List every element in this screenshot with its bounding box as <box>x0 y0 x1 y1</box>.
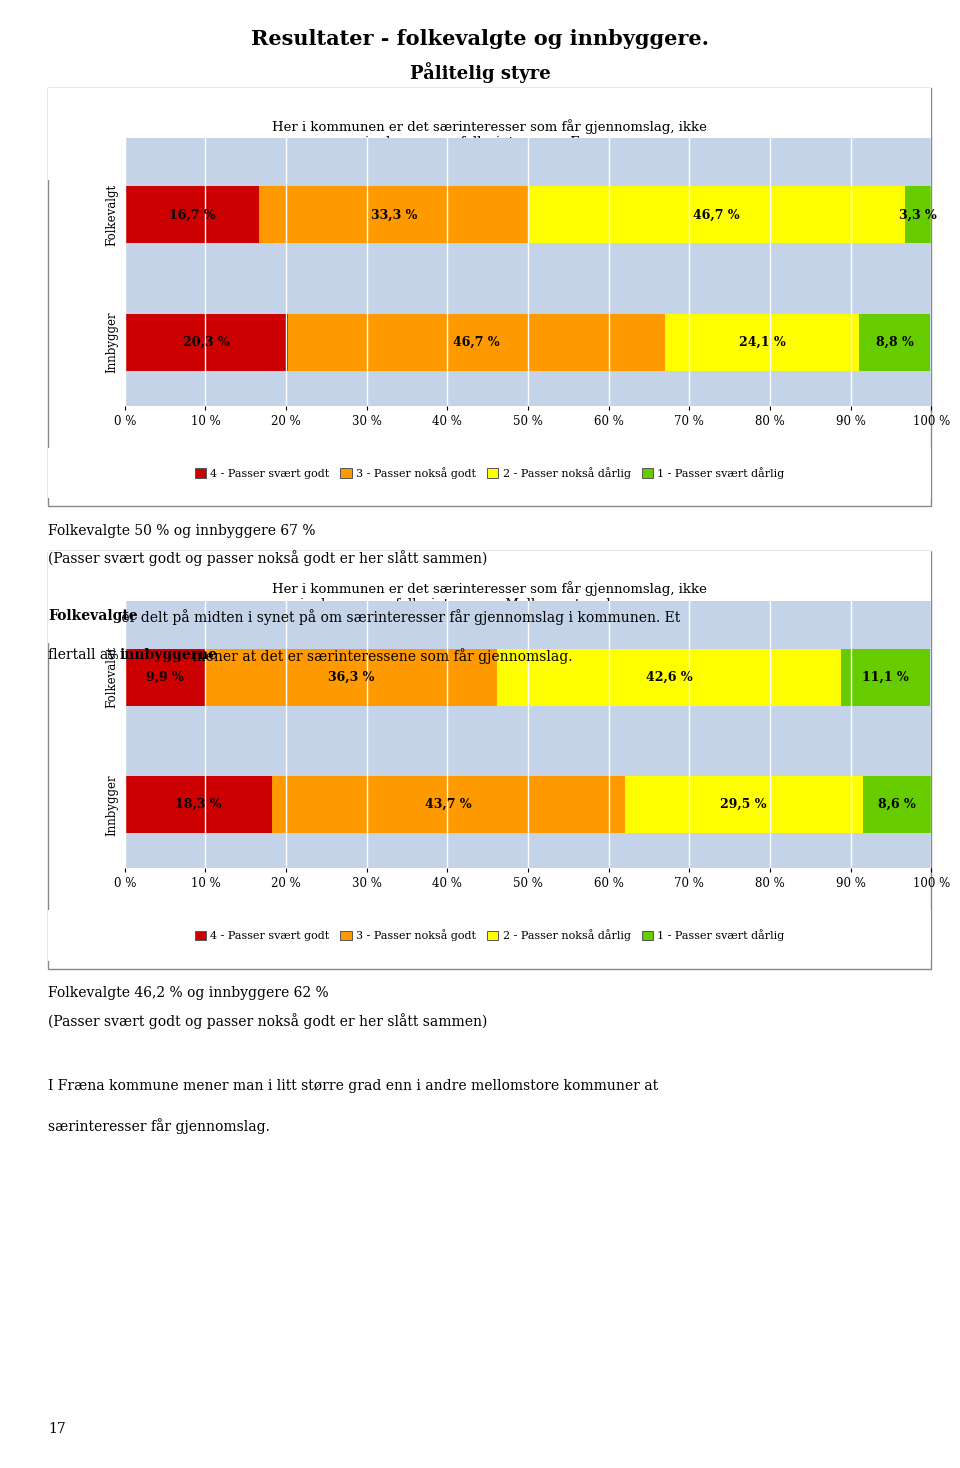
Text: 46,7 %: 46,7 % <box>693 208 739 222</box>
Bar <box>904 186 931 244</box>
Text: 9,9 %: 9,9 % <box>146 671 183 684</box>
Text: Her i kommunen er det særinteresser som får gjennomslag, ikke
innbyggernes felle: Her i kommunen er det særinteresser som … <box>273 581 707 612</box>
Text: 43,7 %: 43,7 % <box>425 799 472 812</box>
Text: 20,3 %: 20,3 % <box>183 336 230 349</box>
Text: 33,3 %: 33,3 % <box>371 208 417 222</box>
Text: flertall av: flertall av <box>48 649 121 662</box>
Bar <box>859 314 930 371</box>
Bar <box>125 186 259 244</box>
Text: 3,3 %: 3,3 % <box>899 208 937 222</box>
Bar <box>625 777 863 834</box>
Text: 36,3 %: 36,3 % <box>327 671 374 684</box>
Legend: 4 - Passer svært godt, 3 - Passer nokså godt, 2 - Passer nokså dårlig, 1 - Passe: 4 - Passer svært godt, 3 - Passer nokså … <box>190 925 789 945</box>
Text: særinteresser får gjennomslag.: særinteresser får gjennomslag. <box>48 1119 270 1135</box>
Text: mener at det er særinteressene som får gjennomslag.: mener at det er særinteressene som får g… <box>188 649 573 664</box>
Text: 46,7 %: 46,7 % <box>453 336 500 349</box>
Text: 11,1 %: 11,1 % <box>862 671 909 684</box>
Text: Resultater - folkevalgte og innbyggere.: Resultater - folkevalgte og innbyggere. <box>251 29 709 50</box>
Bar <box>259 186 528 244</box>
Text: 29,5 %: 29,5 % <box>720 799 767 812</box>
Text: 18,3 %: 18,3 % <box>176 799 222 812</box>
Text: I Fræna kommune mener man i litt større grad enn i andre mellomstore kommuner at: I Fræna kommune mener man i litt større … <box>48 1079 659 1094</box>
Text: 8,8 %: 8,8 % <box>876 336 914 349</box>
Text: Folkevalgte 50 % og innbyggere 67 %: Folkevalgte 50 % og innbyggere 67 % <box>48 524 316 539</box>
Text: 17: 17 <box>48 1421 65 1436</box>
Text: Folkevalgte 46,2 % og innbyggere 62 %: Folkevalgte 46,2 % og innbyggere 62 % <box>48 986 328 1001</box>
Text: 42,6 %: 42,6 % <box>646 671 692 684</box>
Text: Pålitelig styre: Pålitelig styre <box>410 62 550 82</box>
Bar <box>841 649 930 706</box>
Bar <box>125 314 289 371</box>
Bar <box>863 777 932 834</box>
Text: Her i kommunen er det særinteresser som får gjennomslag, ikke
innbyggernes felle: Her i kommunen er det særinteresser som … <box>273 119 707 150</box>
Text: 16,7 %: 16,7 % <box>169 208 215 222</box>
Bar <box>273 777 625 834</box>
Bar <box>125 649 204 706</box>
Text: Folkevalgte: Folkevalgte <box>48 609 137 622</box>
Text: (Passer svært godt og passer nokså godt er her slått sammen): (Passer svært godt og passer nokså godt … <box>48 1013 488 1029</box>
Text: 24,1 %: 24,1 % <box>739 336 785 349</box>
Bar <box>289 314 665 371</box>
Text: 8,6 %: 8,6 % <box>878 799 916 812</box>
Bar <box>665 314 859 371</box>
Text: (Passer svært godt og passer nokså godt er her slått sammen): (Passer svært godt og passer nokså godt … <box>48 550 488 567</box>
Legend: 4 - Passer svært godt, 3 - Passer nokså godt, 2 - Passer nokså dårlig, 1 - Passe: 4 - Passer svært godt, 3 - Passer nokså … <box>190 462 789 483</box>
Bar <box>528 186 904 244</box>
Bar <box>204 649 497 706</box>
Text: innbyggerne: innbyggerne <box>119 649 217 662</box>
Bar <box>497 649 841 706</box>
Bar <box>125 777 273 834</box>
Text: er delt på midten i synet på om særinteresser får gjennomslag i kommunen. Et: er delt på midten i synet på om særinter… <box>117 609 680 624</box>
